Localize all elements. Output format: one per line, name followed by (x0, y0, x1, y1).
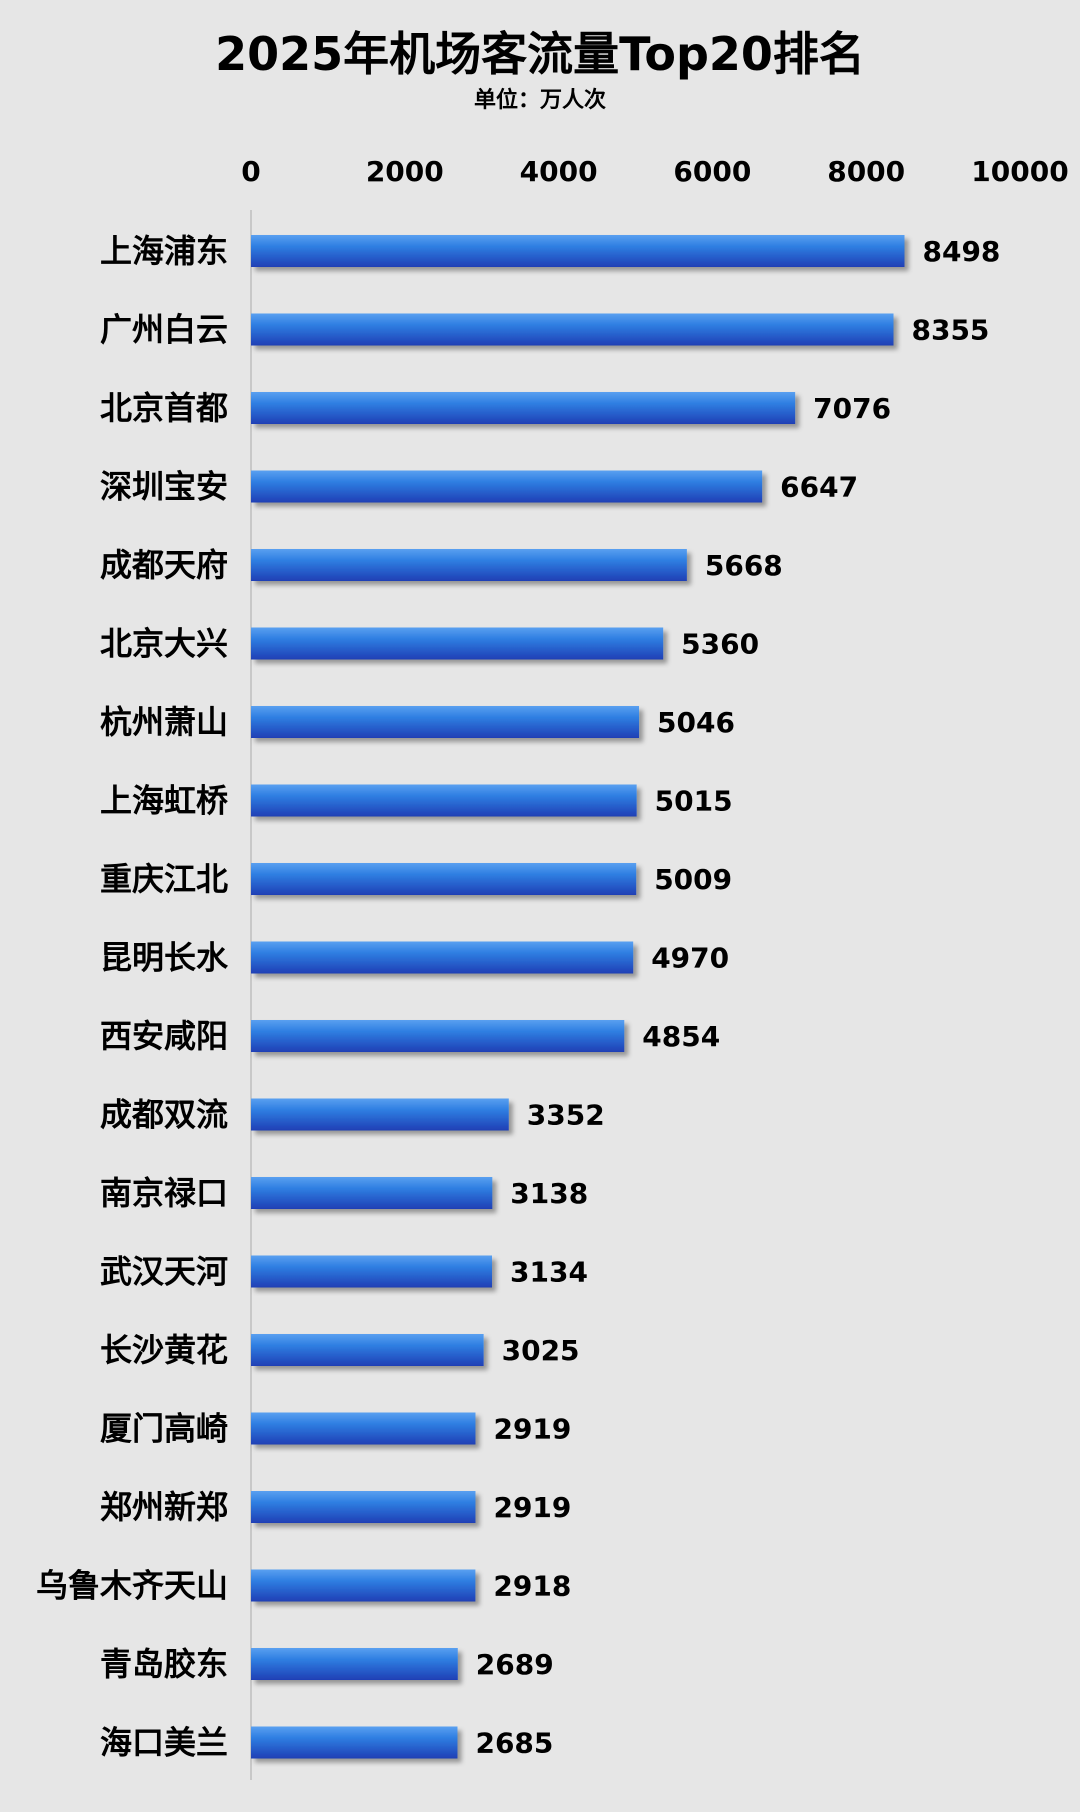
category-label: 乌鲁木齐天山 (36, 1567, 228, 1605)
x-tick-label: 6000 (673, 155, 751, 188)
bar (251, 706, 640, 738)
category-label: 青岛胶东 (100, 1645, 228, 1683)
chart-title: 2025年机场客流量Top20排名 (215, 27, 865, 81)
bar (251, 313, 894, 346)
category-label: 昆明长水 (100, 939, 229, 977)
category-label: 成都天府 (100, 546, 228, 584)
value-label: 3025 (502, 1334, 580, 1367)
category-label: 成都双流 (100, 1096, 228, 1134)
bars: 上海浦东 8498 广州白云 8355 北京首都 7076 深圳宝安 6647 成都天府 5668… (36, 232, 1000, 1762)
category-label: 武汉天河 (100, 1253, 228, 1291)
category-label: 杭州萧山 (100, 703, 228, 741)
category-label: 西安咸阳 (100, 1017, 228, 1055)
value-label: 4854 (642, 1020, 720, 1053)
value-label: 5360 (681, 628, 759, 661)
bar (251, 1255, 493, 1288)
category-label: 重庆江北 (100, 860, 228, 898)
bar (251, 1177, 493, 1209)
category-label: 厦门高崎 (100, 1410, 228, 1448)
bar (251, 549, 687, 581)
x-tick-label: 8000 (827, 155, 905, 188)
x-tick-label: 10000 (971, 155, 1068, 188)
category-label: 广州白云 (100, 311, 228, 349)
bar (251, 627, 664, 660)
x-tick-label: 4000 (520, 155, 598, 188)
bar (251, 1020, 625, 1052)
x-tick-label: 0 (241, 155, 260, 188)
value-label: 5009 (654, 863, 732, 896)
category-label: 上海浦东 (100, 232, 228, 270)
value-label: 3134 (510, 1256, 588, 1289)
bar (251, 1648, 458, 1680)
category-label: 北京首都 (100, 389, 228, 427)
value-label: 2919 (493, 1491, 571, 1524)
value-label: 2685 (475, 1727, 553, 1760)
bar (251, 1491, 476, 1523)
category-label: 深圳宝安 (100, 468, 228, 506)
bar (251, 1412, 476, 1445)
value-label: 5015 (655, 785, 733, 818)
value-label: 5046 (657, 706, 735, 739)
bar (251, 1569, 476, 1602)
category-label: 海口美兰 (100, 1724, 228, 1762)
value-label: 7076 (813, 392, 891, 425)
x-axis-ticks: 0 2000 4000 6000 8000 10000 (241, 155, 1068, 188)
value-label: 3138 (510, 1177, 588, 1210)
value-label: 8355 (911, 314, 989, 347)
bar (251, 1726, 458, 1759)
chart-subtitle: 单位：万人次 (474, 87, 606, 113)
bar (251, 1098, 509, 1131)
value-label: 3352 (527, 1099, 605, 1132)
value-label: 6647 (780, 471, 858, 504)
category-label: 长沙黄花 (100, 1331, 228, 1369)
x-tick-label: 2000 (366, 155, 444, 188)
value-label: 8498 (922, 235, 1000, 268)
bar (251, 784, 637, 817)
bar (251, 235, 905, 267)
category-label: 上海虹桥 (100, 782, 228, 820)
value-label: 4970 (651, 942, 729, 975)
value-label: 2919 (493, 1413, 571, 1446)
bar (251, 863, 637, 895)
bar (251, 941, 634, 974)
bar (251, 1334, 484, 1366)
value-label: 2689 (476, 1648, 554, 1681)
category-label: 郑州新郑 (100, 1488, 228, 1526)
value-label: 5668 (705, 549, 783, 582)
bar (251, 470, 763, 503)
value-label: 2918 (493, 1570, 571, 1603)
category-label: 南京禄口 (100, 1174, 228, 1212)
bar (251, 392, 796, 424)
category-label: 北京大兴 (100, 625, 228, 663)
